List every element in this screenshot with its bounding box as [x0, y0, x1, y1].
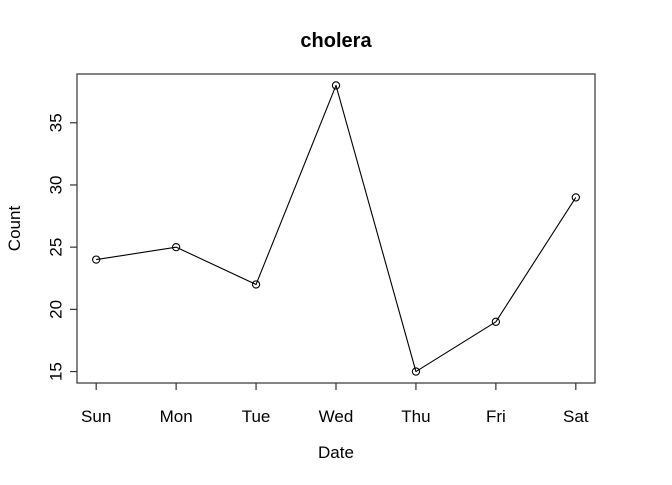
x-tick-label: Thu — [401, 407, 430, 426]
x-tick-label: Fri — [486, 407, 506, 426]
data-point — [571, 193, 580, 202]
y-tick-label: 20 — [47, 300, 66, 319]
y-tick-label: 30 — [47, 176, 66, 195]
chart-title: cholera — [300, 30, 372, 52]
x-tick-label: Sat — [563, 407, 589, 426]
x-tick-label: Sun — [81, 407, 111, 426]
x-tick-label: Wed — [319, 407, 354, 426]
x-axis-label: Date — [318, 443, 354, 462]
x-tick-label: Tue — [242, 407, 271, 426]
x-tick-label: Mon — [160, 407, 193, 426]
y-axis-label: Count — [5, 206, 24, 252]
data-point — [171, 243, 181, 252]
plot-box — [76, 73, 596, 384]
data-point — [331, 81, 341, 90]
data-point — [491, 317, 501, 326]
data-point — [411, 367, 421, 376]
data-point — [92, 255, 101, 264]
plot-area: Sun Mon Tue Wed Thu Fri Sat 15 20 25 30 35 — [47, 73, 596, 426]
y-tick-label: 15 — [47, 362, 66, 381]
y-tick-label: 25 — [47, 238, 66, 257]
y-tick-label: 35 — [47, 113, 66, 132]
data-point — [251, 280, 261, 289]
data-line — [96, 84, 577, 373]
